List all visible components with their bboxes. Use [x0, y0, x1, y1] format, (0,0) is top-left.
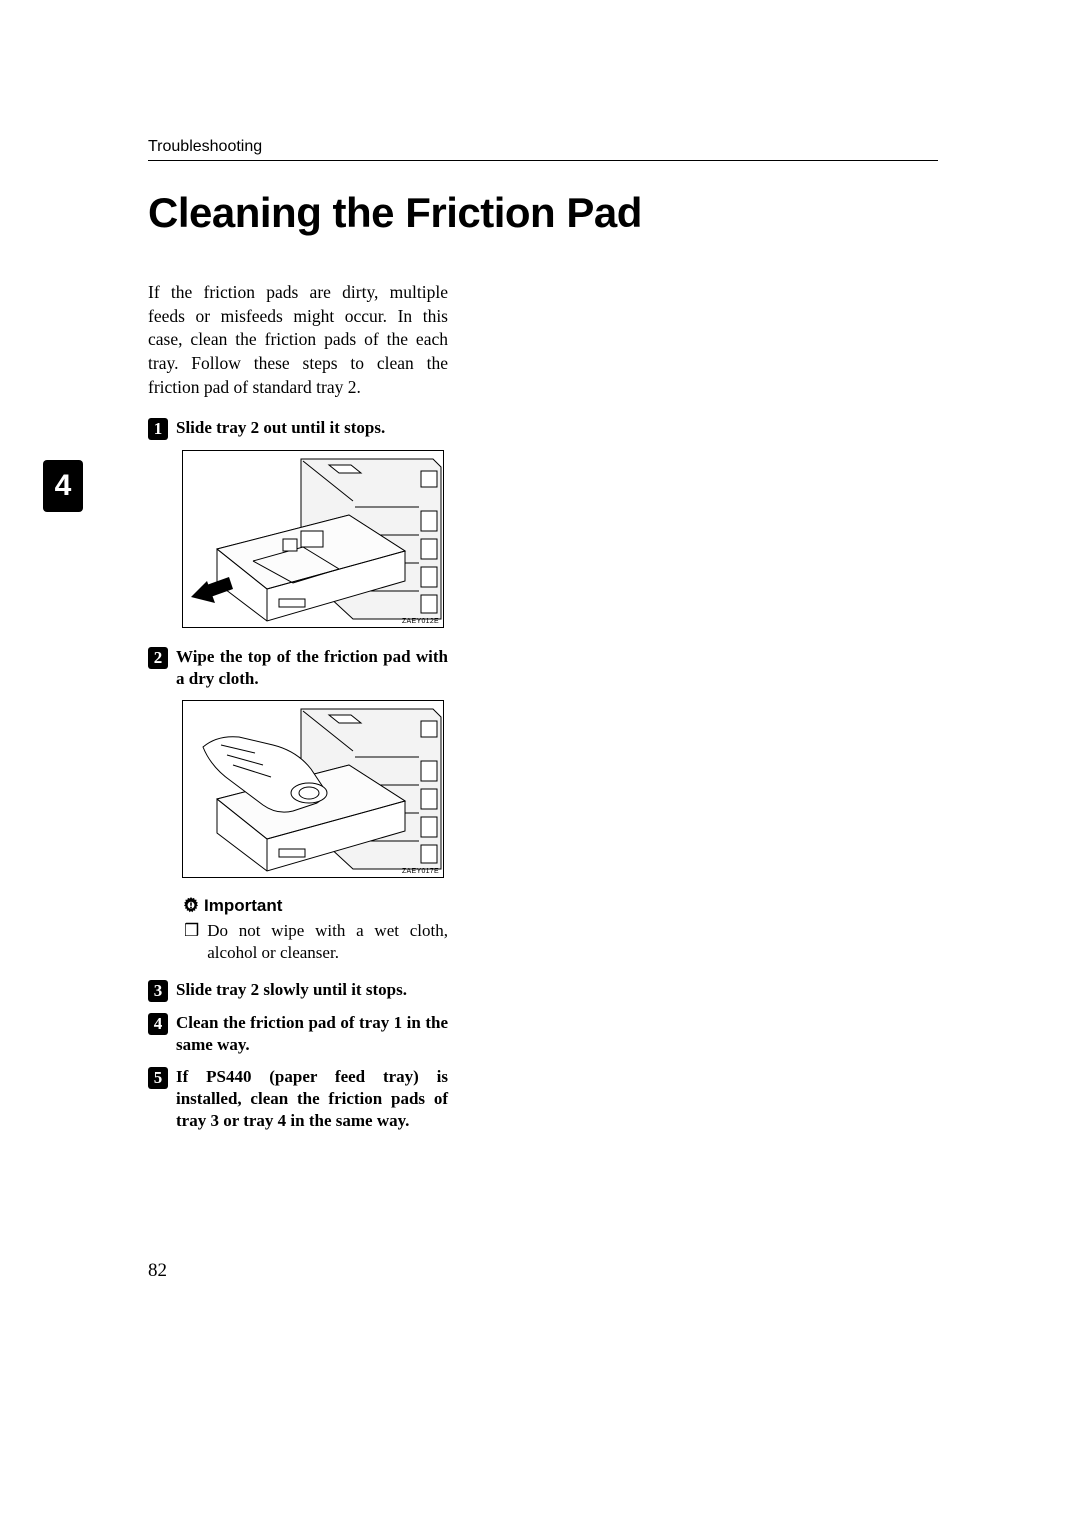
- breadcrumb: Troubleshooting: [148, 138, 262, 155]
- header-rule: Troubleshooting: [148, 138, 938, 161]
- important-heading: Important: [182, 896, 448, 916]
- page-number: 82: [148, 1260, 167, 1282]
- step-3: 3 Slide tray 2 slowly until it stops.: [148, 979, 448, 1002]
- step-number-icon: 4: [148, 1013, 168, 1035]
- step-2: 2 Wipe the top of the friction pad with …: [148, 646, 448, 690]
- illustration-1-wrap: ZAEY012E: [182, 450, 444, 628]
- illustration-1: ZAEY012E: [182, 450, 444, 628]
- illustration-2-wrap: ZAEY017E: [182, 700, 444, 878]
- step-4: 4 Clean the friction pad of tray 1 in th…: [148, 1012, 448, 1056]
- illustration-label: ZAEY012E: [402, 618, 439, 625]
- step-text: Slide tray 2 out until it stops.: [176, 417, 448, 439]
- step-number-icon: 3: [148, 980, 168, 1002]
- list-bullet-icon: ❒: [184, 920, 199, 964]
- printer-tray-open-icon: [183, 451, 444, 628]
- illustration-label: ZAEY017E: [402, 868, 439, 875]
- illustration-2: ZAEY017E: [182, 700, 444, 878]
- page-title: Cleaning the Friction Pad: [148, 189, 938, 237]
- important-label: Important: [204, 896, 282, 916]
- step-number-icon: 1: [148, 418, 168, 440]
- step-text: Clean the friction pad of tray 1 in the …: [176, 1012, 448, 1056]
- important-block: Important ❒ Do not wipe with a wet cloth…: [182, 896, 448, 964]
- step-text: If PS440 (paper feed tray) is installed,…: [176, 1066, 448, 1132]
- page-content: Troubleshooting Cleaning the Friction Pa…: [148, 138, 938, 1140]
- step-number-icon: 5: [148, 1067, 168, 1089]
- important-item: ❒ Do not wipe with a wet cloth, alcohol …: [182, 920, 448, 964]
- step-text: Slide tray 2 slowly until it stops.: [176, 979, 448, 1001]
- important-gear-icon: [182, 897, 200, 915]
- step-5: 5 If PS440 (paper feed tray) is installe…: [148, 1066, 448, 1132]
- step-1: 1 Slide tray 2 out until it stops.: [148, 417, 448, 440]
- step-number-icon: 2: [148, 647, 168, 669]
- step-text: Wipe the top of the friction pad with a …: [176, 646, 448, 690]
- intro-paragraph: If the friction pads are dirty, multiple…: [148, 281, 448, 399]
- printer-tray-wipe-icon: [183, 701, 444, 878]
- left-column: If the friction pads are dirty, multiple…: [148, 281, 448, 1132]
- important-text: Do not wipe with a wet cloth, alcohol or…: [207, 920, 448, 964]
- chapter-tab: 4: [43, 460, 83, 512]
